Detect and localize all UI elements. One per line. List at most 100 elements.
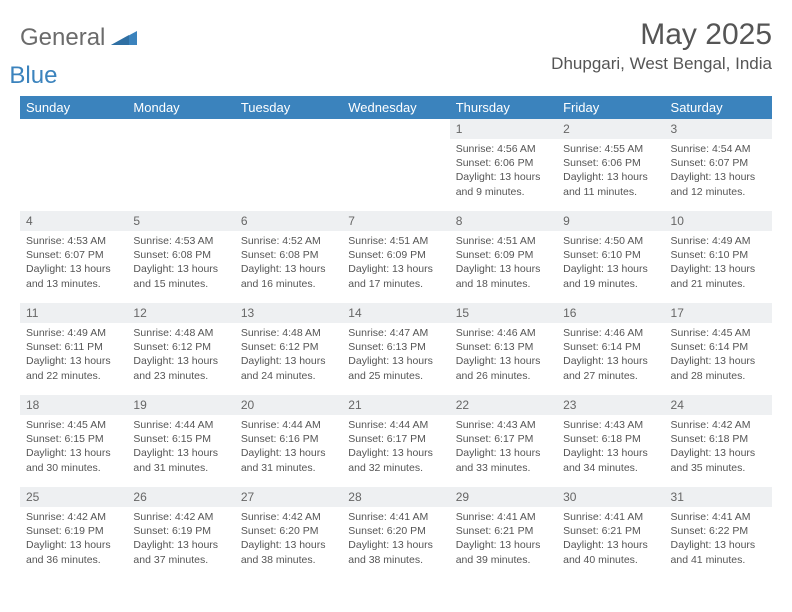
day-sunset: Sunset: 6:06 PM: [456, 156, 551, 170]
day-body: Sunrise: 4:41 AMSunset: 6:21 PMDaylight:…: [450, 507, 557, 571]
calendar-cell: 8Sunrise: 4:51 AMSunset: 6:09 PMDaylight…: [450, 211, 557, 303]
calendar-week: 1Sunrise: 4:56 AMSunset: 6:06 PMDaylight…: [20, 119, 772, 211]
day-number: 25: [20, 487, 127, 507]
day-day2: and 30 minutes.: [26, 461, 121, 475]
day-number: 9: [557, 211, 664, 231]
day-sunset: Sunset: 6:12 PM: [241, 340, 336, 354]
day-day2: and 21 minutes.: [671, 277, 766, 291]
day-number: 10: [665, 211, 772, 231]
day-day1: Daylight: 13 hours: [348, 538, 443, 552]
day-body: Sunrise: 4:44 AMSunset: 6:15 PMDaylight:…: [127, 415, 234, 479]
calendar-cell: 12Sunrise: 4:48 AMSunset: 6:12 PMDayligh…: [127, 303, 234, 395]
calendar-week: 11Sunrise: 4:49 AMSunset: 6:11 PMDayligh…: [20, 303, 772, 395]
day-sunset: Sunset: 6:14 PM: [563, 340, 658, 354]
day-number: 17: [665, 303, 772, 323]
day-day1: Daylight: 13 hours: [241, 262, 336, 276]
day-sunrise: Sunrise: 4:51 AM: [348, 234, 443, 248]
day-sunrise: Sunrise: 4:42 AM: [241, 510, 336, 524]
day-number: 15: [450, 303, 557, 323]
title-block: May 2025 Dhupgari, West Bengal, India: [551, 18, 772, 74]
day-number: 20: [235, 395, 342, 415]
day-day2: and 18 minutes.: [456, 277, 551, 291]
day-body: Sunrise: 4:49 AMSunset: 6:11 PMDaylight:…: [20, 323, 127, 387]
day-day1: Daylight: 13 hours: [133, 354, 228, 368]
calendar-week: 25Sunrise: 4:42 AMSunset: 6:19 PMDayligh…: [20, 487, 772, 579]
day-number: 2: [557, 119, 664, 139]
day-body: Sunrise: 4:43 AMSunset: 6:18 PMDaylight:…: [557, 415, 664, 479]
day-day2: and 9 minutes.: [456, 185, 551, 199]
day-day2: and 25 minutes.: [348, 369, 443, 383]
day-day1: Daylight: 13 hours: [26, 262, 121, 276]
day-sunset: Sunset: 6:10 PM: [563, 248, 658, 262]
day-sunrise: Sunrise: 4:49 AM: [26, 326, 121, 340]
day-number: 24: [665, 395, 772, 415]
day-body: Sunrise: 4:42 AMSunset: 6:19 PMDaylight:…: [20, 507, 127, 571]
weekday-header: Thursday: [450, 96, 557, 119]
calendar-cell: 1Sunrise: 4:56 AMSunset: 6:06 PMDaylight…: [450, 119, 557, 211]
day-sunrise: Sunrise: 4:55 AM: [563, 142, 658, 156]
day-day2: and 35 minutes.: [671, 461, 766, 475]
calendar-cell: 2Sunrise: 4:55 AMSunset: 6:06 PMDaylight…: [557, 119, 664, 211]
day-day1: Daylight: 13 hours: [26, 538, 121, 552]
calendar-cell: 7Sunrise: 4:51 AMSunset: 6:09 PMDaylight…: [342, 211, 449, 303]
calendar-cell: 22Sunrise: 4:43 AMSunset: 6:17 PMDayligh…: [450, 395, 557, 487]
weekday-header: Monday: [127, 96, 234, 119]
day-day1: Daylight: 13 hours: [133, 262, 228, 276]
calendar-cell: 19Sunrise: 4:44 AMSunset: 6:15 PMDayligh…: [127, 395, 234, 487]
day-day2: and 39 minutes.: [456, 553, 551, 567]
day-body: Sunrise: 4:44 AMSunset: 6:17 PMDaylight:…: [342, 415, 449, 479]
day-day1: Daylight: 13 hours: [456, 262, 551, 276]
calendar-cell: 23Sunrise: 4:43 AMSunset: 6:18 PMDayligh…: [557, 395, 664, 487]
calendar-cell: 25Sunrise: 4:42 AMSunset: 6:19 PMDayligh…: [20, 487, 127, 579]
day-body: Sunrise: 4:53 AMSunset: 6:08 PMDaylight:…: [127, 231, 234, 295]
day-sunrise: Sunrise: 4:56 AM: [456, 142, 551, 156]
logo-triangle-icon: [111, 27, 137, 50]
day-sunrise: Sunrise: 4:45 AM: [671, 326, 766, 340]
day-sunrise: Sunrise: 4:42 AM: [671, 418, 766, 432]
day-sunrise: Sunrise: 4:48 AM: [241, 326, 336, 340]
day-sunset: Sunset: 6:13 PM: [348, 340, 443, 354]
day-sunrise: Sunrise: 4:44 AM: [133, 418, 228, 432]
day-body: Sunrise: 4:53 AMSunset: 6:07 PMDaylight:…: [20, 231, 127, 295]
day-sunset: Sunset: 6:08 PM: [133, 248, 228, 262]
day-sunset: Sunset: 6:18 PM: [671, 432, 766, 446]
day-number: 21: [342, 395, 449, 415]
day-body: Sunrise: 4:43 AMSunset: 6:17 PMDaylight:…: [450, 415, 557, 479]
day-day2: and 36 minutes.: [26, 553, 121, 567]
day-day2: and 37 minutes.: [133, 553, 228, 567]
calendar-cell: 4Sunrise: 4:53 AMSunset: 6:07 PMDaylight…: [20, 211, 127, 303]
day-day2: and 27 minutes.: [563, 369, 658, 383]
calendar-cell: [342, 119, 449, 211]
day-day1: Daylight: 13 hours: [671, 262, 766, 276]
day-number: 5: [127, 211, 234, 231]
calendar-cell: 27Sunrise: 4:42 AMSunset: 6:20 PMDayligh…: [235, 487, 342, 579]
day-number: 16: [557, 303, 664, 323]
day-sunset: Sunset: 6:15 PM: [133, 432, 228, 446]
logo-text-blue: Blue: [9, 62, 57, 90]
day-sunrise: Sunrise: 4:43 AM: [456, 418, 551, 432]
calendar-cell: 26Sunrise: 4:42 AMSunset: 6:19 PMDayligh…: [127, 487, 234, 579]
day-sunrise: Sunrise: 4:41 AM: [671, 510, 766, 524]
day-number: 30: [557, 487, 664, 507]
day-body: Sunrise: 4:48 AMSunset: 6:12 PMDaylight:…: [127, 323, 234, 387]
day-body: Sunrise: 4:41 AMSunset: 6:20 PMDaylight:…: [342, 507, 449, 571]
day-day2: and 24 minutes.: [241, 369, 336, 383]
day-body: Sunrise: 4:51 AMSunset: 6:09 PMDaylight:…: [450, 231, 557, 295]
day-sunset: Sunset: 6:15 PM: [26, 432, 121, 446]
month-title: May 2025: [551, 18, 772, 52]
weekday-row: SundayMondayTuesdayWednesdayThursdayFrid…: [20, 96, 772, 119]
day-sunset: Sunset: 6:11 PM: [26, 340, 121, 354]
calendar-cell: 21Sunrise: 4:44 AMSunset: 6:17 PMDayligh…: [342, 395, 449, 487]
calendar-cell: [127, 119, 234, 211]
day-body: Sunrise: 4:45 AMSunset: 6:14 PMDaylight:…: [665, 323, 772, 387]
day-day1: Daylight: 13 hours: [456, 354, 551, 368]
day-number: 26: [127, 487, 234, 507]
day-sunrise: Sunrise: 4:50 AM: [563, 234, 658, 248]
day-sunset: Sunset: 6:20 PM: [241, 524, 336, 538]
day-day1: Daylight: 13 hours: [26, 446, 121, 460]
day-sunset: Sunset: 6:06 PM: [563, 156, 658, 170]
day-number: 13: [235, 303, 342, 323]
calendar-cell: 20Sunrise: 4:44 AMSunset: 6:16 PMDayligh…: [235, 395, 342, 487]
weekday-header: Wednesday: [342, 96, 449, 119]
day-day2: and 31 minutes.: [133, 461, 228, 475]
